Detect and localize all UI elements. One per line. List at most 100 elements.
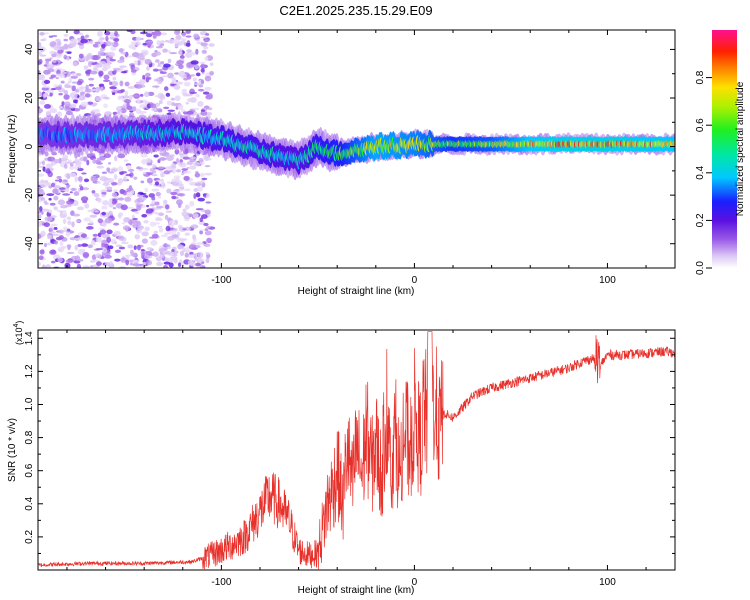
spectrogram-noise-cell	[168, 59, 172, 63]
spectrogram-noise-cell	[90, 260, 95, 262]
spectrogram-noise-cell	[53, 159, 60, 163]
spectrogram-noise-cell	[183, 209, 187, 212]
spectrogram-noise-cell	[97, 181, 101, 184]
spectrogram-noise-cell	[162, 75, 168, 77]
spectrogram-noise-cell	[201, 261, 204, 264]
spectrogram-xtick-label: -100	[211, 275, 231, 286]
spectrogram-noise-cell	[150, 103, 156, 108]
spectrogram-noise-cell	[49, 50, 54, 54]
spectrogram-noise-cell	[195, 173, 200, 178]
spectrogram-noise-cell	[139, 53, 143, 56]
spectrogram-noise-cell	[129, 110, 133, 112]
spectrogram-noise-cell	[102, 67, 108, 72]
spectrogram-noise-cell	[113, 38, 119, 42]
spectrogram-noise-cell	[134, 245, 137, 250]
spectrogram-noise-cell	[152, 164, 156, 168]
spectrogram-noise-cell	[43, 93, 46, 98]
spectrogram-noise-cell	[71, 256, 78, 260]
spectrogram-noise-cell	[139, 111, 146, 114]
spectrogram-noise-cell	[201, 79, 204, 84]
spectrogram-noise-cell	[56, 77, 59, 79]
spectrogram-noise-cell	[185, 253, 189, 258]
spectrogram-noise-cell	[97, 198, 102, 203]
spectrogram-noise-cell	[157, 77, 160, 80]
spectrogram-noise-cell	[161, 32, 167, 35]
spectrogram-noise-cell	[149, 237, 156, 239]
spectrogram-noise-cell	[170, 192, 177, 195]
spectrogram-noise-cell	[113, 207, 116, 209]
spectrogram-noise-cell	[171, 196, 176, 200]
spectrogram-noise-cell	[161, 180, 164, 186]
spectrogram-noise-cell	[178, 262, 181, 267]
spectrogram-noise-cell	[127, 106, 133, 110]
spectrogram-noise-cell	[94, 210, 98, 212]
spectrogram-noise-cell	[182, 89, 188, 91]
spectrogram-noise-cell	[158, 166, 165, 169]
spectrogram-noise-cell	[134, 60, 138, 65]
spectrogram-noise-cell	[105, 218, 112, 224]
spectrogram-noise-cell	[148, 77, 151, 80]
spectrogram-noise-cell	[189, 201, 194, 207]
spectrogram-noise-cell	[48, 198, 51, 201]
spectrogram-noise-cell	[205, 231, 212, 236]
spectrogram-noise-cell	[40, 100, 45, 104]
spectrogram-noise-cell	[135, 84, 142, 89]
spectrogram-noise-cell	[74, 159, 79, 164]
spectrogram-noise-cell	[178, 183, 184, 187]
spectrogram-noise-cell	[78, 165, 81, 168]
spectrogram-noise-cell	[187, 213, 191, 215]
spectrogram-noise-cell	[182, 248, 185, 252]
spectrogram-noise-cell	[77, 87, 84, 90]
spectrogram-noise-cell	[171, 249, 175, 252]
spectrogram-noise-cell	[81, 243, 88, 247]
spectrogram-noise-cell	[189, 244, 196, 249]
spectrogram-noise-cell	[64, 34, 69, 37]
spectrogram-noise-cell	[204, 156, 209, 161]
snr-xlabel: Height of straight line (km)	[298, 585, 415, 596]
spectrogram-noise-cell	[165, 166, 172, 170]
spectrogram-noise-cell	[84, 203, 89, 208]
spectrogram-noise-cell	[95, 42, 101, 45]
spectrogram-noise-cell	[62, 179, 69, 185]
spectrogram-noise-cell	[64, 101, 70, 106]
spectrogram-noise-cell	[117, 60, 124, 63]
spectrogram-noise-cell	[94, 193, 100, 197]
spectrogram-noise-cell	[61, 81, 65, 84]
spectrogram-noise-cell	[70, 92, 78, 98]
spectrogram-noise-cell	[77, 264, 81, 270]
spectrogram-noise-cell	[111, 34, 115, 37]
spectrogram-noise-cell	[114, 241, 117, 244]
spectrogram-xlabel: Height of straight line (km)	[298, 286, 415, 297]
spectrogram-noise-cell	[86, 226, 94, 230]
spectrogram-noise-cell	[72, 81, 78, 83]
spectrogram-noise-cell	[66, 200, 74, 204]
spectrogram-noise-cell	[66, 56, 69, 61]
spectrogram-noise-cell	[123, 176, 127, 182]
spectrogram-noise-cell	[181, 168, 188, 171]
snr-ylabel: SNR (10 * v/v)	[7, 418, 18, 482]
spectrogram-noise-cell	[210, 63, 214, 66]
spectrogram-noise-cell	[146, 205, 149, 207]
spectrogram-noise-cell	[82, 201, 87, 204]
spectrogram-noise-cell	[188, 259, 195, 265]
spectrogram-noise-cell	[150, 222, 157, 227]
spectrogram-noise-cell	[181, 173, 184, 175]
spectrogram-noise-cell	[181, 38, 187, 41]
spectrogram-noise-cell	[189, 165, 196, 169]
spectrogram-noise-cell	[153, 68, 159, 71]
spectrogram-noise-cell	[140, 154, 147, 158]
spectrogram-noise-cell	[64, 164, 68, 169]
spectrogram-noise-cell	[181, 32, 186, 36]
spectrogram-noise-cell	[88, 61, 92, 67]
spectrogram-noise-cell	[146, 210, 152, 213]
spectrogram-noise-cell	[205, 165, 211, 167]
spectrogram-noise-cell	[198, 252, 204, 258]
spectrogram-noise-cell	[142, 238, 148, 243]
spectrogram-noise-cell	[125, 174, 132, 176]
spectrogram-noise-cell	[67, 244, 72, 247]
spectrogram-noise-cell	[119, 189, 124, 194]
spectrogram-noise-cell	[76, 73, 82, 76]
spectrogram-xtick-label: 0	[412, 275, 418, 286]
spectrogram-noise-cell	[130, 250, 134, 255]
spectrogram-noise-cell	[39, 206, 43, 212]
